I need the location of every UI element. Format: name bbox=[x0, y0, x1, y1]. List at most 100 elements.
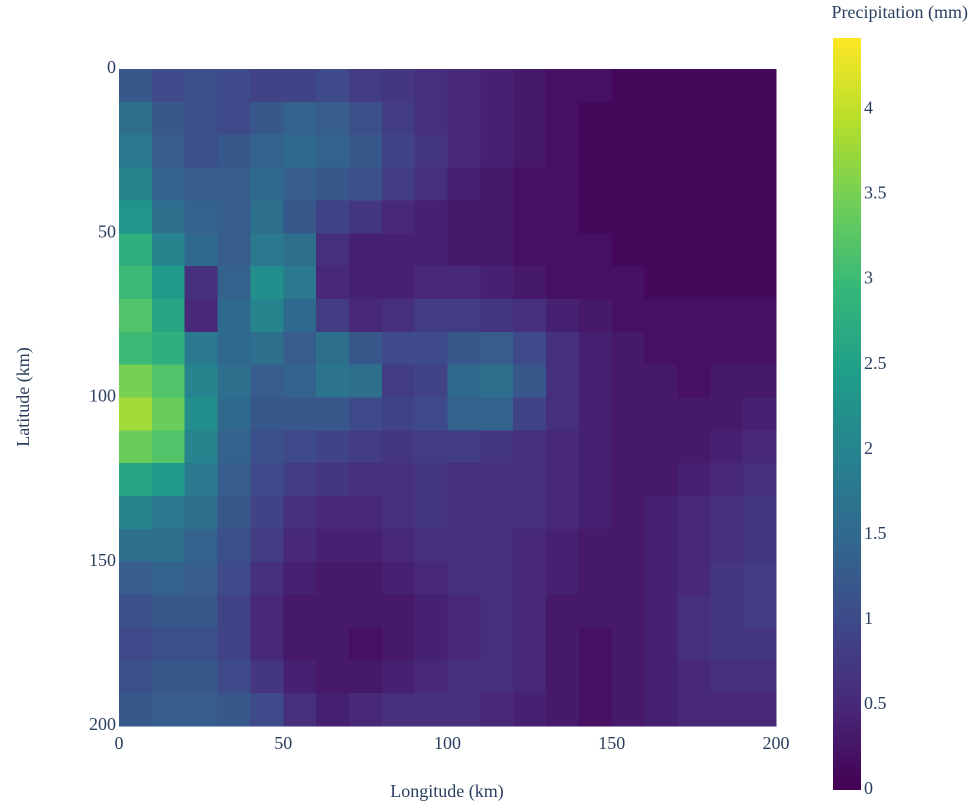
heatmap-cell bbox=[611, 660, 646, 694]
heatmap-cell bbox=[578, 397, 613, 431]
heatmap-cell bbox=[381, 693, 416, 727]
heatmap-cell bbox=[480, 134, 514, 169]
x-tick-label: 150 bbox=[598, 733, 625, 753]
heatmap-cell bbox=[546, 496, 580, 530]
heatmap-cell bbox=[283, 200, 317, 234]
heatmap-cell bbox=[316, 561, 350, 596]
heatmap-cell bbox=[480, 69, 514, 103]
heatmap-cell bbox=[480, 331, 514, 366]
heatmap-cell bbox=[611, 266, 646, 300]
heatmap-cell bbox=[151, 266, 186, 300]
heatmap-cell bbox=[316, 594, 350, 629]
heatmap-cell bbox=[217, 594, 251, 629]
heatmap-cell bbox=[447, 364, 481, 399]
heatmap-cell bbox=[184, 528, 219, 563]
heatmap-cell bbox=[151, 331, 186, 366]
heatmap-cell bbox=[151, 627, 186, 661]
colorbar-tick-label: 3.5 bbox=[864, 183, 887, 203]
heatmap-cell bbox=[283, 463, 317, 497]
heatmap-cell bbox=[710, 430, 744, 464]
heatmap-cell bbox=[414, 397, 449, 431]
heatmap-cell bbox=[348, 200, 383, 234]
heatmap-cell bbox=[546, 233, 580, 267]
heatmap-cell bbox=[414, 200, 449, 234]
heatmap-cell bbox=[151, 397, 186, 431]
heatmap-cell bbox=[381, 496, 416, 530]
x-axis-title: Longitude (km) bbox=[390, 781, 503, 802]
heatmap-cell bbox=[513, 266, 547, 300]
heatmap-cell bbox=[348, 364, 383, 399]
heatmap-cell bbox=[578, 528, 613, 563]
heatmap-cell bbox=[677, 528, 711, 563]
heatmap-cell bbox=[184, 463, 219, 497]
heatmap-cell bbox=[710, 298, 744, 333]
x-tick-label: 0 bbox=[115, 733, 124, 753]
heatmap-cell bbox=[743, 298, 777, 333]
heatmap-cell bbox=[250, 627, 284, 661]
heatmap-cell bbox=[513, 528, 547, 563]
heatmap-cell bbox=[414, 298, 449, 333]
heatmap-cell bbox=[743, 101, 777, 136]
heatmap-cell bbox=[348, 430, 383, 464]
heatmap-cell bbox=[316, 167, 350, 201]
x-tick-label: 200 bbox=[763, 733, 790, 753]
heatmap-cell bbox=[184, 693, 219, 727]
heatmap-cell bbox=[217, 331, 251, 366]
heatmap-cell bbox=[151, 430, 186, 464]
heatmap-cell bbox=[414, 101, 449, 136]
heatmap-cell bbox=[677, 627, 711, 661]
heatmap-cell bbox=[381, 528, 416, 563]
heatmap-cell bbox=[381, 233, 416, 267]
heatmap-cell bbox=[348, 233, 383, 267]
heatmap-cell bbox=[578, 430, 613, 464]
heatmap-cell bbox=[119, 364, 153, 399]
heatmap-cell bbox=[677, 430, 711, 464]
heatmap-cell bbox=[184, 298, 219, 333]
heatmap-cell bbox=[743, 561, 777, 596]
heatmap-cell bbox=[119, 496, 153, 530]
heatmap-cell bbox=[119, 167, 153, 201]
heatmap-cell bbox=[546, 594, 580, 629]
heatmap-cell bbox=[546, 298, 580, 333]
heatmap-cell bbox=[250, 101, 284, 136]
heatmap-cell bbox=[611, 463, 646, 497]
heatmap-cell bbox=[151, 167, 186, 201]
heatmap-cell bbox=[447, 101, 481, 136]
heatmap-cell bbox=[316, 200, 350, 234]
heatmap-cell bbox=[644, 266, 679, 300]
heatmap-cell bbox=[513, 101, 547, 136]
heatmap-cell bbox=[513, 660, 547, 694]
heatmap-cell bbox=[480, 397, 514, 431]
heatmap-cell bbox=[283, 101, 317, 136]
heatmap-cell bbox=[119, 69, 153, 103]
heatmap-cell bbox=[447, 528, 481, 563]
heatmap-cell bbox=[447, 693, 481, 727]
heatmap-cell bbox=[513, 463, 547, 497]
x-tick-label: 50 bbox=[274, 733, 292, 753]
heatmap-cell bbox=[250, 167, 284, 201]
heatmap-cell bbox=[546, 660, 580, 694]
colorbar-tick-label: 0.5 bbox=[864, 693, 887, 713]
heatmap-cell bbox=[578, 101, 613, 136]
heatmap-cell bbox=[381, 660, 416, 694]
heatmap-cell bbox=[184, 627, 219, 661]
heatmap-cell bbox=[611, 233, 646, 267]
heatmap-cell bbox=[611, 200, 646, 234]
heatmap-cell bbox=[480, 463, 514, 497]
heatmap-cell bbox=[578, 134, 613, 169]
heatmap-cell bbox=[316, 364, 350, 399]
heatmap-cell bbox=[381, 69, 416, 103]
heatmap-cell bbox=[578, 298, 613, 333]
heatmap-cell bbox=[710, 528, 744, 563]
heatmap-cell bbox=[250, 594, 284, 629]
heatmap-cell bbox=[743, 397, 777, 431]
heatmap-cell bbox=[447, 134, 481, 169]
heatmap-cell bbox=[250, 528, 284, 563]
y-tick-label: 50 bbox=[98, 221, 116, 241]
heatmap-cell bbox=[710, 397, 744, 431]
heatmap-cell bbox=[578, 660, 613, 694]
heatmap-cell bbox=[480, 660, 514, 694]
colorbar-tick-label: 1.5 bbox=[864, 523, 887, 543]
heatmap-cell bbox=[611, 496, 646, 530]
heatmap-cell bbox=[710, 364, 744, 399]
